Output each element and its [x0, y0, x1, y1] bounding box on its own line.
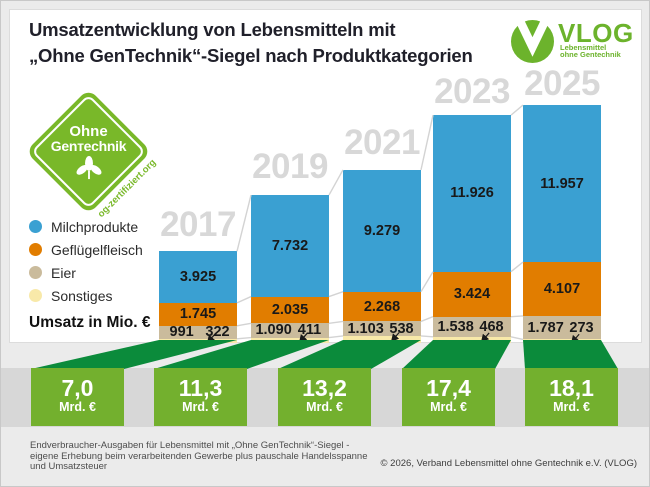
seal-text-line1: Ohne	[69, 122, 108, 140]
source-footnote: Endverbraucher-Ausgaben für Lebensmittel…	[30, 440, 368, 473]
funnel-2023	[402, 340, 511, 369]
bar-segment-sonstiges-2021	[343, 335, 421, 343]
total-unit: Mrd. €	[430, 400, 467, 414]
total-value: 11,3	[178, 375, 223, 401]
bar-segment-sonstiges-2025	[523, 339, 601, 343]
value-label-eier-2023: 1.538	[437, 318, 474, 335]
value-label-milchprodukte-2025: 11.957	[540, 175, 584, 192]
total-box-2023: 17,4 Mrd. €	[402, 368, 495, 426]
total-unit: Mrd. €	[553, 400, 590, 414]
footnote-line3: und Umsatzsteuer	[30, 461, 108, 472]
funnel-2019	[154, 340, 329, 369]
total-box-2021: 13,2 Mrd. €	[278, 368, 371, 426]
funnel-2021	[278, 340, 421, 369]
value-label-eier-2021: 1.103	[347, 320, 384, 337]
value-label-gefluegelfleisch-2021: 2.268	[363, 298, 401, 315]
seal-text-line2: Genтechnik	[50, 137, 127, 154]
legend-item-label: Geflügelfleisch	[51, 241, 143, 258]
vlog-logo-icon	[511, 18, 554, 63]
legend-item-eier: Eier	[29, 261, 143, 284]
bar-segment-milchprodukte-2021	[343, 169, 421, 292]
bar-segment-eier-2025	[523, 315, 601, 340]
bar-segment-milchprodukte-2023	[433, 115, 511, 272]
legend-item-sonstiges: Sonstiges	[29, 284, 143, 307]
bar-segment-geflügelfleisch-2025	[523, 262, 601, 316]
bar-segment-milchprodukte-2019	[251, 195, 329, 297]
year-label-2023: 2023	[434, 72, 510, 111]
legend-dot-icon	[29, 220, 42, 233]
bar-segment-eier-2023	[433, 316, 511, 337]
vlog-tagline: Lebensmittel ohne Gentechnik	[560, 43, 621, 59]
bar-segment-geflügelfleisch-2017	[159, 302, 237, 326]
vlog-wordmark: VLOG	[558, 18, 634, 48]
year-label-2021: 2021	[344, 123, 420, 162]
value-label-eier-2025: 1.787	[527, 319, 564, 336]
legend-dot-icon	[29, 266, 42, 279]
bar-segment-geflügelfleisch-2019	[251, 296, 329, 324]
footnote-line1: Endverbraucher-Ausgaben für Lebensmittel…	[30, 440, 350, 451]
bar-segment-eier-2019	[251, 323, 329, 338]
ohne-gentechnik-seal: Ohne Genтechnik	[25, 88, 152, 215]
value-label-gefluegelfleisch-2019: 2.035	[271, 301, 309, 318]
total-value: 18,1	[549, 375, 594, 401]
value-label-gefluegelfleisch-2025: 4.107	[543, 280, 581, 297]
total-box-2019: 11,3 Mrd. €	[154, 368, 247, 426]
bar-segment-milchprodukte-2025	[523, 105, 601, 263]
leaf-icon	[76, 155, 101, 179]
title-line-2: „Ohne GenTechnik“-Siegel nach Produktkat…	[29, 45, 473, 66]
legend-item-geflügelfleisch: Geflügelfleisch	[29, 238, 143, 261]
value-label-milchprodukte-2017: 3.925	[179, 269, 217, 286]
value-label-milchprodukte-2019: 7.732	[271, 237, 309, 254]
value-label-milchprodukte-2023: 11.926	[450, 185, 494, 202]
bar-segment-eier-2021	[343, 321, 421, 336]
funnel-2025	[523, 340, 618, 369]
total-box-2025: 18,1 Mrd. €	[525, 368, 618, 426]
value-label-gefluegelfleisch-2017: 1.745	[179, 306, 217, 323]
bar-segment-milchprodukte-2017	[159, 251, 237, 303]
total-unit: Mrd. €	[306, 400, 343, 414]
title-line-1: Umsatzentwicklung von Lebensmitteln mit	[29, 19, 396, 40]
bar-segment-eier-2017	[159, 325, 237, 339]
bar-segment-geflügelfleisch-2023	[433, 271, 511, 317]
value-label-sonstiges-2023: 468	[479, 318, 504, 335]
legend-dot-icon	[29, 243, 42, 256]
legend-dot-icon	[29, 289, 42, 302]
legend-item-label: Eier	[51, 264, 76, 281]
year-label-2019: 2019	[252, 147, 328, 186]
value-label-sonstiges-2021: 538	[389, 320, 414, 337]
footnote-line2: eigene Erhebung beim verarbeitenden Gewe…	[30, 450, 368, 462]
value-label-eier-2017: 991	[169, 324, 194, 341]
seal-content: Ohne Genтechnik	[44, 107, 133, 196]
total-box-2017: 7,0 Mrd. €	[31, 368, 124, 426]
value-label-gefluegelfleisch-2023: 3.424	[453, 286, 491, 303]
legend: Milchprodukte Geflügelfleisch Eier Sonstige…	[29, 215, 143, 307]
bar-segment-sonstiges-2023	[433, 336, 511, 343]
copyright-text: © 2026, Verband Lebensmittel ohne Gentec…	[380, 458, 637, 469]
vlog-tagline-line1: Lebensmittel	[560, 43, 607, 52]
value-label-sonstiges-2019: 411	[297, 322, 322, 339]
total-value: 7,0	[61, 375, 94, 401]
funnel-2017	[31, 340, 237, 369]
total-unit: Mrd. €	[182, 400, 219, 414]
legend-item-label: Sonstiges	[51, 287, 113, 304]
total-value: 17,4	[426, 375, 471, 401]
legend-item-label: Milchprodukte	[51, 218, 139, 235]
year-label-2025: 2025	[524, 64, 600, 103]
unit-label: Umsatz in Mio. €	[29, 314, 151, 331]
value-label-milchprodukte-2021: 9.279	[363, 222, 401, 239]
year-label-2017: 2017	[160, 205, 236, 244]
value-label-sonstiges-2017: 322	[205, 324, 230, 341]
vlog-tagline-line2: ohne Gentechnik	[560, 49, 621, 59]
value-label-sonstiges-2025: 273	[569, 319, 594, 336]
value-label-eier-2019: 1.090	[255, 322, 292, 339]
legend-item-milchprodukte: Milchprodukte	[29, 215, 143, 238]
total-value: 13,2	[302, 375, 347, 401]
total-unit: Mrd. €	[59, 400, 96, 414]
page-title: Umsatzentwicklung von Lebensmitteln mit …	[29, 17, 473, 69]
bar-segment-geflügelfleisch-2021	[343, 291, 421, 322]
